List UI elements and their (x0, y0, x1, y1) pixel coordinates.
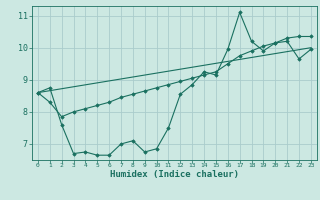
X-axis label: Humidex (Indice chaleur): Humidex (Indice chaleur) (110, 170, 239, 179)
